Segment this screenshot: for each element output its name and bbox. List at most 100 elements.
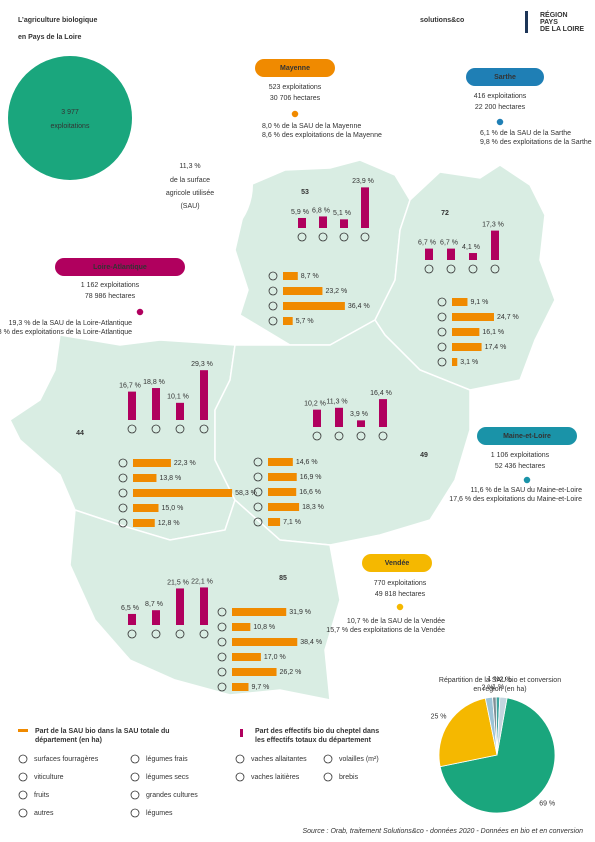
department-pill [477,427,577,445]
livestock-value-label: 4,1 % [462,244,480,251]
crop-value-label: 16,9 % [300,474,322,481]
livestock-bar [319,216,327,228]
livestock-icon [127,424,137,434]
department-dot [522,475,532,485]
department-dot [395,602,405,612]
legend-icon [130,808,140,818]
livestock-bar [335,407,343,427]
department-pill [255,59,335,77]
crop-value-label: 23,2 % [325,288,347,295]
region-logo: DE LA LOIRE [540,26,584,33]
department-dot [495,117,505,127]
logo-mark [525,11,528,33]
sarthe-area [374,164,556,391]
crop-bar [133,519,155,527]
legend-title: département (en ha) [35,737,102,744]
livestock-icon [339,232,349,242]
legend-icon [130,772,140,782]
crop-icon [437,327,447,337]
crop-icon [217,682,227,692]
crop-bar [452,358,458,366]
department-code: 44 [76,430,84,437]
livestock-bar [128,613,136,625]
livestock-value-label: 5,9 % [291,209,309,216]
legend-title: Part des effectifs bio du cheptel dans [255,728,379,735]
livestock-icon [199,629,209,639]
exploitations-circle [8,56,132,180]
crop-icon [253,517,263,527]
crop-icon [118,458,128,468]
pie-slice [496,696,508,756]
livestock-bar [298,217,306,228]
livestock-bar [379,399,387,427]
legend-title: Part de la SAU bio dans la SAU totale du [35,728,170,735]
livestock-bar [176,588,184,625]
crop-value-label: 17,4 % [485,344,507,351]
region-logo: PAYS [540,19,558,26]
livestock-value-label: 17,3 % [482,221,504,228]
livestock-icon [356,431,366,441]
livestock-icon [151,629,161,639]
crop-icon [217,637,227,647]
crop-value-label: 14,6 % [296,459,318,466]
logo: solutions&co [420,17,464,24]
department-pill [362,554,432,572]
department-name: Loire-Atlantique [93,264,147,271]
crop-bar [452,298,468,306]
region-sau: 11,3 % [179,163,200,170]
department-exploitations: 523 exploitations [269,84,322,91]
department-name: Mayenne [280,65,310,72]
pie-label: 25 % [431,713,447,720]
livestock-bar [152,610,160,625]
region-logo: RÉGION [540,10,568,19]
crop-bar [133,474,157,482]
department-hectares: 78 986 hectares [85,293,136,300]
crop-icon [217,622,227,632]
livestock-icon [199,424,209,434]
department-note: 10,7 % de la SAU de la Vendée [347,618,445,625]
livestock-value-label: 18,8 % [143,379,165,386]
crop-bar [268,518,281,526]
department-note: 17,6 % des exploitations du Maine-et-Loi… [449,496,582,503]
legend-icon [323,754,333,764]
pie-slice [439,697,556,814]
crop-bar [133,504,159,512]
legend-title: les effectifs totaux du département [255,737,372,744]
livestock-value-label: 10,2 % [304,401,326,408]
pie-label: 2 % [482,685,494,692]
legend-icon [18,790,28,800]
department-name: Maine-et-Loire [503,433,551,440]
legend-box [10,720,405,820]
region-sau-text: de la surface [170,177,210,184]
crop-value-label: 3,1 % [460,359,478,366]
crop-value-label: 17,0 % [264,654,286,661]
crop-bar [452,313,494,321]
crop-bar [268,503,300,511]
crop-value-label: 58,3 % [235,490,257,497]
crop-icon [437,312,447,322]
legend-item: volailles (m²) [339,756,379,763]
map [9,159,556,701]
livestock-icon [312,431,322,441]
livestock-icon [360,232,370,242]
crop-value-label: 24,7 % [497,314,519,321]
crop-bar [452,343,482,351]
department-note: 6,1 % de la SAU de la Sarthe [480,130,571,137]
crop-bar [232,638,298,646]
pie-title: en région (en ha) [473,686,526,693]
crop-bar [283,302,345,310]
legend-icon [18,808,28,818]
department-note: 19,3 % de la SAU de la Loire-Atlantique [9,320,132,327]
livestock-value-label: 23,9 % [352,178,374,185]
crop-value-label: 9,1 % [470,299,488,306]
department-dot [135,307,145,317]
crop-bar [283,287,323,295]
legend-item: grandes cultures [146,792,198,799]
livestock-value-label: 10,1 % [167,394,189,401]
crop-icon [253,502,263,512]
legend-crop-symbol [18,729,28,732]
crop-icon [437,357,447,367]
crop-value-label: 12,8 % [158,520,180,527]
crop-bar [232,653,261,661]
legend-item: surfaces fourragères [34,756,99,763]
